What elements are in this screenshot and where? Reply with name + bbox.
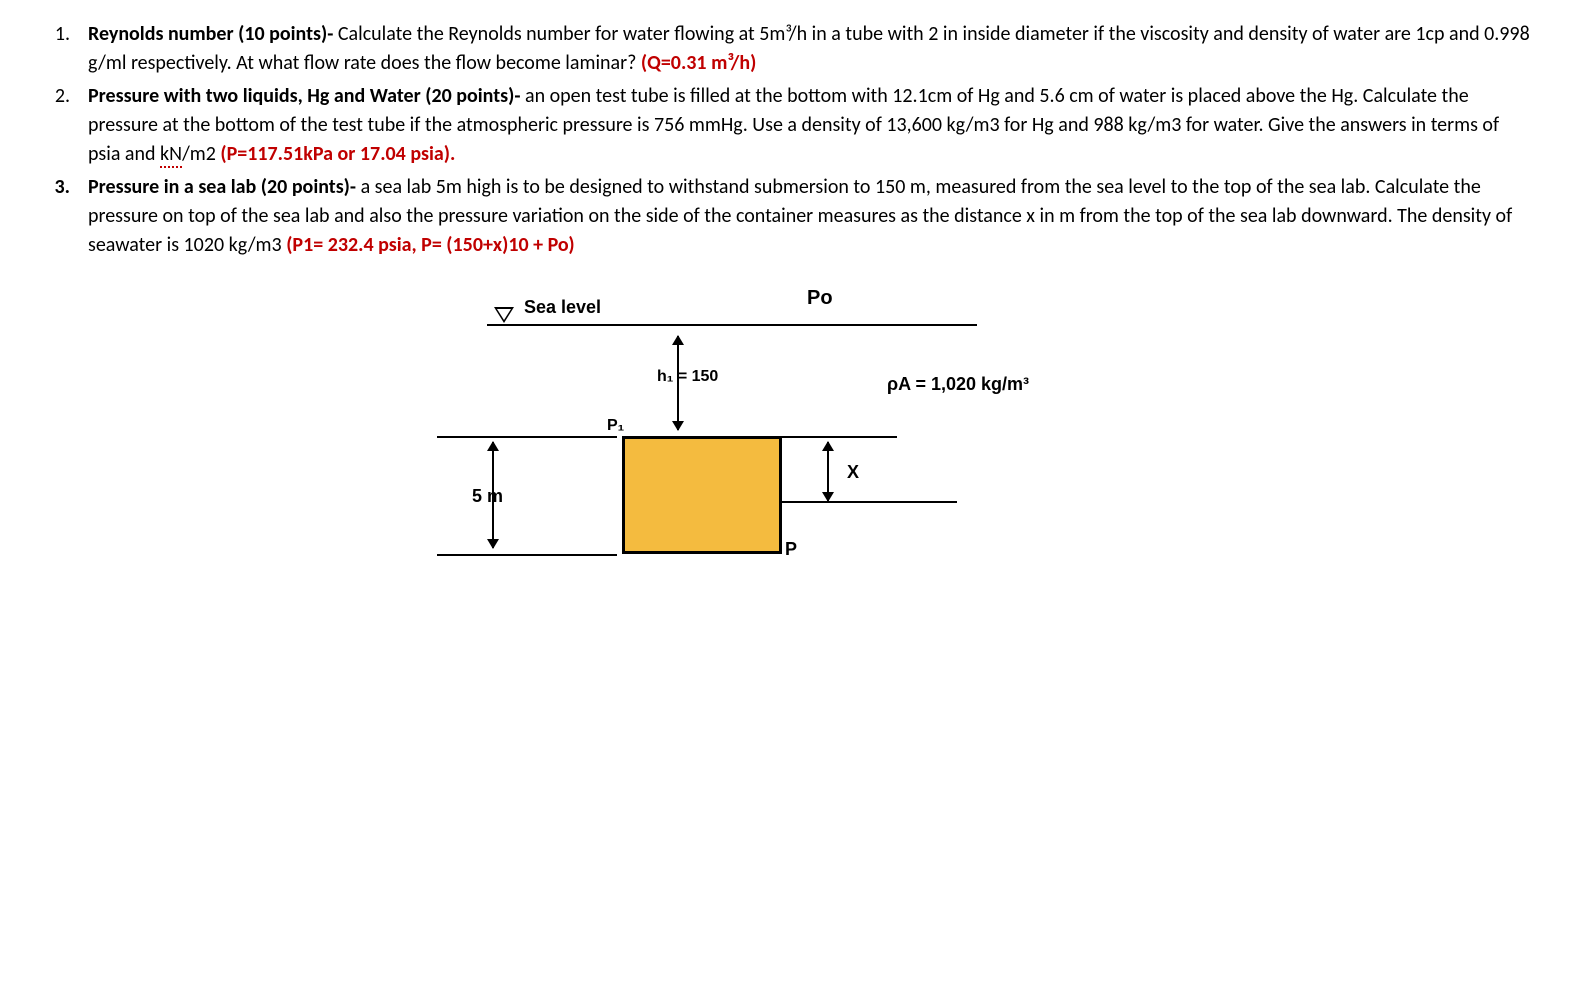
problem-body: Reynolds number (10 points)- Calculate t… bbox=[88, 20, 1534, 78]
box-top-right-ext-line bbox=[782, 436, 897, 438]
problem-answer: (Q=0.31 m³/h) bbox=[641, 51, 756, 75]
sea-level-line bbox=[487, 324, 977, 326]
po-label: Po bbox=[807, 284, 833, 313]
problem-text: /m2 bbox=[182, 142, 220, 166]
x-label: X bbox=[847, 459, 859, 485]
problem-answer: (P1= 232.4 psia, P= (150+x)10 + Po) bbox=[286, 233, 574, 257]
problem-number: 2. bbox=[40, 82, 88, 169]
x-arrow bbox=[827, 442, 829, 501]
x-bottom-line bbox=[782, 501, 957, 503]
problem-title: Pressure in a sea lab (20 points)- bbox=[88, 175, 361, 199]
problem-answer: (P=117.51kPa or 17.04 psia). bbox=[220, 142, 455, 166]
sea-lab-diagram: Sea level Po h₁ = 150 P₁ ρA = 1,020 kg/m… bbox=[427, 272, 1147, 572]
problem-number: 1. bbox=[40, 20, 88, 78]
p-label: P bbox=[785, 536, 797, 562]
problem-list: 1.Reynolds number (10 points)- Calculate… bbox=[40, 20, 1534, 260]
box-top-ext-line bbox=[437, 436, 617, 438]
h1-label: h₁ = 150 bbox=[657, 365, 718, 388]
problem-item: 2.Pressure with two liquids, Hg and Wate… bbox=[40, 82, 1534, 169]
sea-level-label: Sea level bbox=[524, 294, 601, 320]
sea-level-triangle-icon bbox=[494, 307, 514, 323]
density-label: ρA = 1,020 kg/m³ bbox=[887, 371, 1029, 397]
problem-body: Pressure with two liquids, Hg and Water … bbox=[88, 82, 1534, 169]
problem-body: Pressure in a sea lab (20 points)- a sea… bbox=[88, 173, 1534, 260]
problem-item: 3.Pressure in a sea lab (20 points)- a s… bbox=[40, 173, 1534, 260]
problem-title: Pressure with two liquids, Hg and Water … bbox=[88, 84, 525, 108]
diagram-container: Sea level Po h₁ = 150 P₁ ρA = 1,020 kg/m… bbox=[40, 272, 1534, 572]
box-bottom-ext-line bbox=[437, 554, 617, 556]
height-label: 5 m bbox=[472, 483, 503, 509]
problem-number: 3. bbox=[40, 173, 88, 260]
problem-item: 1.Reynolds number (10 points)- Calculate… bbox=[40, 20, 1534, 78]
p1-label: P₁ bbox=[607, 414, 624, 437]
problem-title: Reynolds number (10 points)- bbox=[88, 22, 338, 46]
problem-text-underlined: kN bbox=[160, 142, 182, 168]
sea-lab-box bbox=[622, 436, 782, 554]
